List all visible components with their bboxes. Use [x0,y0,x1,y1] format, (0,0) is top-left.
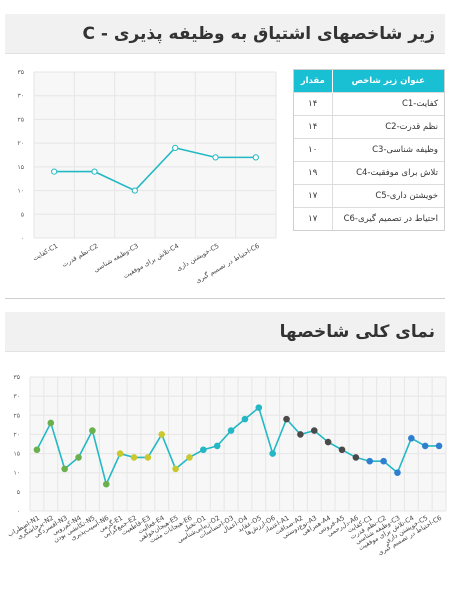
data-point [227,427,235,434]
section-divider [5,298,445,299]
y-tick-label: ۳۵ [18,69,24,76]
row-name: کفایت-C1 [331,91,444,115]
table-row: وظیفه شناسی-C3 ۱۰ [294,137,444,161]
table-row: احتیاط در تصمیم گیری-C6 ۱۷ [294,206,444,230]
data-point [213,442,221,450]
data-point [131,187,138,194]
data-point [144,454,152,461]
data-point [352,454,360,461]
y-tick-label: ۰ [17,508,20,515]
data-point [186,454,193,461]
y-tick-label: ۲۰ [18,140,24,147]
data-point [394,469,401,477]
row-value: ۱۹ [294,160,332,184]
data-point [283,415,290,423]
data-point [89,427,96,434]
data-point [366,457,374,465]
data-point [47,419,55,427]
data-point [212,154,219,161]
data-point [338,446,346,454]
data-point [91,168,98,175]
table-row: کفایت-C1 ۱۴ [294,91,444,115]
subscale-table: عنوان زیر شاخص مقدار کفایت-C1 ۱۴ نظم قدرت… [293,69,445,231]
y-tick-label: ۱۰ [18,188,24,195]
x-tick-label: کفایت-C1 [31,242,59,263]
row-name: احتیاط در تصمیم گیری-C6 [331,206,444,230]
data-point [324,438,332,446]
table-row: نظم قدرت-C2 ۱۴ [294,114,444,138]
data-point [33,446,41,454]
series-line [54,147,256,192]
data-point [75,454,82,461]
data-point [435,442,443,450]
data-point [200,446,207,454]
header-value: مقدار [294,70,332,92]
y-tick-label: ۳۰ [14,393,20,400]
y-tick-label: ۳۵ [14,374,20,381]
data-point [269,450,276,457]
data-point [310,427,318,434]
table-row: تلاش برای موفقیت-C4 ۱۹ [294,160,444,184]
data-point [61,465,68,473]
y-tick-label: ۱۵ [14,451,20,458]
data-point [241,415,249,423]
row-name: نظم قدرت-C2 [331,114,444,138]
overview-line-chart: ۰۵۱۰۱۵۲۰۲۵۳۰۳۵اضطراب-N1پرخاشگری-N2افسردگ… [6,374,447,557]
data-point [172,144,179,151]
data-point [102,480,110,488]
data-point [130,454,138,461]
y-tick-label: ۱۵ [18,164,24,171]
overview-section-title: نمای کلی شاخصها [5,312,445,352]
subscale-section-title: زیر شاخصهای اشتیاق به وظیفه پذیری - C [5,14,445,54]
data-point [380,457,387,465]
data-point [116,450,124,457]
x-tick-label: نظم قدرت-C2 [61,242,100,269]
data-point [297,431,304,438]
y-tick-label: ۵ [21,211,24,218]
header-subscale-title: عنوان زیر شاخص [331,70,444,92]
data-point [51,168,58,175]
row-value: ۱۴ [294,91,332,115]
y-tick-label: ۲۵ [14,412,20,419]
data-point [255,404,263,411]
y-tick-label: ۱۰ [14,470,20,477]
y-tick-label: ۲۰ [14,431,20,438]
y-tick-label: ۰ [21,235,24,242]
data-point [252,154,259,161]
y-tick-label: ۲۵ [18,116,24,123]
y-tick-label: ۳۰ [18,93,24,100]
row-value: ۱۷ [294,206,332,230]
table-row: خویشتن داری-C5 ۱۷ [294,183,444,207]
row-value: ۱۰ [294,137,332,161]
data-point [172,465,179,473]
table-header-row: عنوان زیر شاخص مقدار [294,70,444,92]
data-point [408,434,415,442]
row-name: وظیفه شناسی-C3 [331,137,444,161]
row-name: تلاش برای موفقیت-C4 [331,160,444,184]
row-name: خویشتن داری-C5 [331,183,444,207]
y-tick-label: ۵ [17,489,20,496]
row-value: ۱۴ [294,114,332,138]
row-value: ۱۷ [294,183,332,207]
data-point [158,431,166,438]
data-point [421,442,429,450]
